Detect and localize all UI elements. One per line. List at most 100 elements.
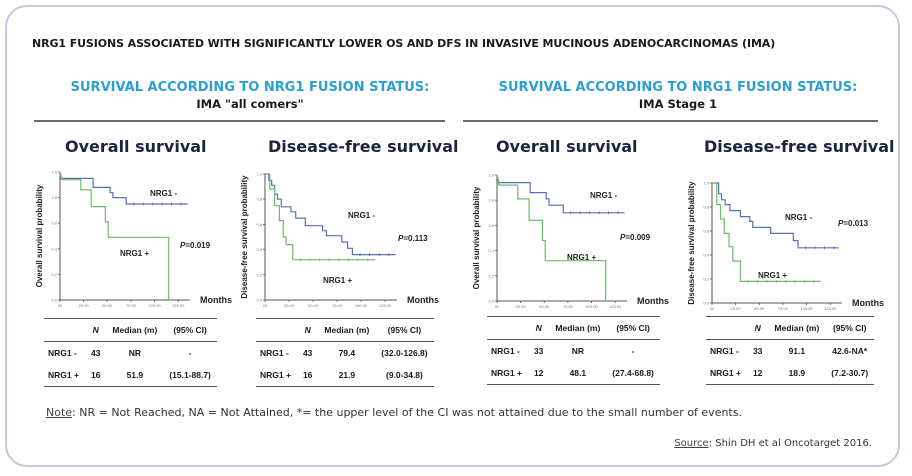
y-tick-label: 0.0 bbox=[488, 299, 494, 304]
survival-curve-nrg1-positive bbox=[712, 182, 821, 282]
x-axis-label: Months bbox=[407, 295, 439, 305]
x-tick-label: 75.00 bbox=[778, 306, 789, 311]
x-axis-label: Months bbox=[852, 298, 884, 308]
y-tick-label: 0.6 bbox=[703, 229, 709, 234]
p-symbol: P bbox=[180, 241, 186, 250]
col-n: N bbox=[535, 323, 542, 333]
cell-median: 48.1 bbox=[569, 368, 587, 378]
cell-n: 43 bbox=[90, 348, 101, 358]
table-row: NRG1 - 33 91.1 42.6-NA* bbox=[706, 340, 874, 363]
cell-group: NRG1 - bbox=[260, 348, 289, 358]
cell-ci: (9.0-34.8) bbox=[386, 370, 423, 380]
chart-title-dfs-stage1: Disease-free survival bbox=[704, 137, 895, 156]
km-chart-os-stage1: 0.0 0.2 0.4 0.6 0.8 1.0 00 25.00 50.00 75.00 100.0… bbox=[472, 173, 669, 310]
cell-median: NR bbox=[571, 346, 584, 356]
col-median: Median (m) bbox=[555, 323, 601, 333]
legend-nrg1-negative: NRG1 - bbox=[785, 213, 812, 222]
col-ci: (95% CI) bbox=[616, 323, 650, 333]
cell-group: NRG1 - bbox=[48, 348, 77, 358]
stats-table-dfs-stage1: N Median (m) (95% CI) NRG1 - 33 91.1 42.… bbox=[706, 316, 875, 385]
x-tick-label: 100.00 bbox=[585, 304, 598, 309]
x-tick-label: 00 bbox=[58, 303, 63, 308]
x-tick-label: 50.00 bbox=[308, 303, 319, 308]
col-n: N bbox=[92, 325, 99, 335]
x-tick-label: 125.00 bbox=[379, 303, 392, 308]
p-value-label: P=0.019 bbox=[180, 241, 211, 250]
p-symbol: P bbox=[398, 234, 404, 243]
survival-curve-nrg1-positive bbox=[59, 171, 170, 300]
legend-nrg1-positive: NRG1 + bbox=[758, 271, 787, 280]
table-header-row: N Median (m) (95% CI) bbox=[44, 318, 217, 342]
section-heading: SURVIVAL ACCORDING TO NRG1 FUSION STATUS… bbox=[70, 80, 430, 95]
x-tick-label: 75.00 bbox=[563, 304, 574, 309]
p-value-label: P=0.013 bbox=[838, 219, 869, 228]
y-tick-label: 0.4 bbox=[703, 253, 709, 258]
cell-median: 51.9 bbox=[126, 370, 144, 380]
cell-median: 21.9 bbox=[338, 370, 356, 380]
p-value-label: P=0.113 bbox=[398, 234, 428, 243]
table-row: NRG1 + 16 21.9 (9.0-34.8) bbox=[256, 364, 434, 387]
p-number: =0.113 bbox=[403, 234, 428, 243]
x-tick-label: 100.00 bbox=[355, 303, 368, 308]
cell-group: NRG1 - bbox=[710, 346, 739, 356]
footnote: Note: NR = Not Reached, NA = Not Attaine… bbox=[46, 406, 742, 419]
section-subheading: IMA "all comers" bbox=[196, 97, 304, 111]
section-heading: SURVIVAL ACCORDING TO NRG1 FUSION STATUS… bbox=[498, 80, 858, 95]
y-tick-label: 0.2 bbox=[256, 272, 262, 277]
survival-curve-nrg1-negative bbox=[265, 173, 396, 256]
cell-group: NRG1 + bbox=[48, 370, 79, 380]
cell-group: NRG1 + bbox=[260, 370, 291, 380]
x-tick-label: 125.00 bbox=[172, 303, 185, 308]
col-group bbox=[487, 317, 528, 340]
note-text: : NR = Not Reached, NA = Not Attained, *… bbox=[72, 406, 742, 419]
km-chart-dfs-all: 0.0 0.2 0.4 0.6 0.8 1.0 00 25.00 50.00 75.00 100.0… bbox=[240, 172, 439, 309]
chart-title-os-all: Overall survival bbox=[65, 137, 207, 156]
survival-curve-nrg1-negative bbox=[496, 174, 625, 214]
y-axis-label: Overall survival probability bbox=[472, 186, 481, 289]
y-tick-label: 1.0 bbox=[488, 173, 494, 178]
table-header-row: N Median (m) (95% CI) bbox=[706, 316, 875, 340]
cell-ci: 42.6-NA* bbox=[832, 346, 868, 356]
y-tick-label: 0.8 bbox=[51, 195, 57, 200]
col-n: N bbox=[754, 323, 761, 333]
table-header-row: N Median (m) (95% CI) bbox=[487, 316, 660, 340]
km-chart-os-all: 0.0 0.2 0.4 0.6 0.8 1.0 00 25.00 50.00 75.00 100.0… bbox=[35, 170, 232, 309]
x-axis-label: Months bbox=[637, 296, 669, 306]
note-label: Note bbox=[46, 406, 73, 419]
x-tick-label: 50.00 bbox=[754, 306, 765, 311]
cell-ci: (32.0-126.8) bbox=[381, 348, 428, 358]
cell-n: 33 bbox=[533, 346, 544, 356]
cell-n: 12 bbox=[533, 368, 544, 378]
y-tick-label: 0.0 bbox=[51, 298, 57, 303]
legend-nrg1-negative: NRG1 - bbox=[590, 191, 617, 200]
cell-n: 16 bbox=[302, 370, 313, 380]
survival-curve-nrg1-negative bbox=[59, 171, 188, 205]
section-rule bbox=[34, 120, 445, 122]
main-title: NRG1 FUSIONS ASSOCIATED WITH SIGNIFICANT… bbox=[32, 37, 776, 50]
legend-nrg1-positive: NRG1 + bbox=[567, 253, 596, 262]
legend-nrg1-negative: NRG1 - bbox=[348, 211, 375, 220]
cell-ci: - bbox=[631, 346, 635, 356]
source-label: Source bbox=[674, 438, 709, 449]
table-row: NRG1 + 16 51.9 (15.1-88.7) bbox=[44, 364, 217, 387]
cell-median: 91.1 bbox=[788, 346, 806, 356]
table-row: NRG1 - 43 79.4 (32.0-126.8) bbox=[256, 342, 434, 365]
x-tick-label: 00 bbox=[263, 303, 268, 308]
cell-median: NR bbox=[128, 348, 141, 358]
cell-group: NRG1 - bbox=[491, 346, 520, 356]
survival-curve-nrg1-negative bbox=[712, 182, 839, 249]
x-tick-label: 00 bbox=[495, 304, 500, 309]
chart-title-dfs-all: Disease-free survival bbox=[268, 137, 459, 156]
col-ci: (95% CI) bbox=[387, 325, 422, 335]
y-tick-label: 1.0 bbox=[256, 172, 262, 177]
col-group bbox=[706, 317, 747, 340]
x-tick-label: 125.00 bbox=[609, 304, 622, 309]
cell-ci: - bbox=[188, 348, 192, 358]
y-tick-label: 0.6 bbox=[51, 221, 57, 226]
slide-frame bbox=[5, 5, 900, 467]
col-group bbox=[256, 319, 297, 342]
source-text: : Shin DH et al Oncotarget 2016. bbox=[708, 438, 872, 449]
p-number: =0.009 bbox=[625, 233, 650, 242]
y-tick-label: 0.2 bbox=[51, 272, 57, 277]
x-tick-label: 00 bbox=[710, 306, 715, 311]
